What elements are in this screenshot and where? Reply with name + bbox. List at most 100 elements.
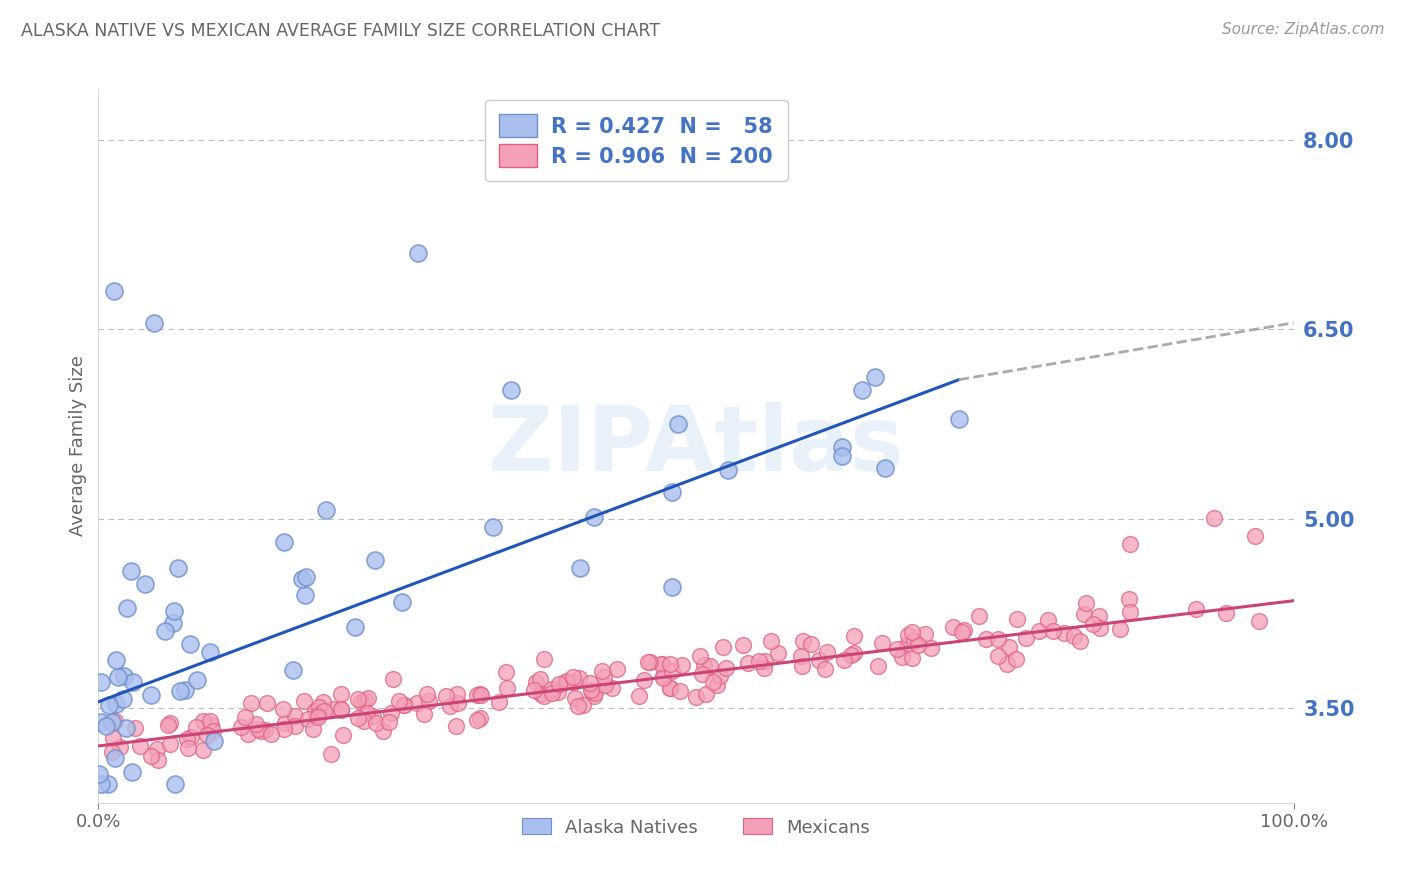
- Point: [842, 629, 865, 643]
- Point: [447, 696, 470, 710]
- Point: [495, 665, 517, 680]
- Point: [907, 638, 929, 652]
- Point: [291, 572, 314, 586]
- Point: [695, 687, 717, 701]
- Point: [800, 637, 823, 651]
- Point: [307, 707, 329, 722]
- Point: [1088, 621, 1111, 635]
- Point: [651, 671, 673, 685]
- Point: [294, 589, 316, 603]
- Point: [731, 639, 754, 653]
- Point: [669, 683, 692, 698]
- Point: [108, 740, 131, 755]
- Point: [120, 565, 142, 579]
- Point: [380, 706, 402, 720]
- Point: [948, 412, 970, 426]
- Point: [891, 649, 914, 664]
- Point: [792, 659, 814, 673]
- Point: [90, 777, 112, 791]
- Point: [1119, 537, 1142, 551]
- Point: [202, 724, 225, 739]
- Point: [661, 485, 683, 500]
- Point: [233, 710, 256, 724]
- Point: [568, 671, 591, 685]
- Point: [974, 632, 997, 647]
- Point: [94, 718, 117, 732]
- Point: [499, 384, 522, 398]
- Point: [162, 615, 184, 630]
- Point: [914, 627, 936, 641]
- Point: [711, 640, 734, 654]
- Point: [107, 670, 129, 684]
- Point: [413, 707, 436, 722]
- Point: [240, 696, 263, 710]
- Point: [416, 688, 439, 702]
- Point: [689, 648, 711, 663]
- Point: [533, 689, 555, 703]
- Point: [578, 676, 600, 690]
- Point: [198, 714, 221, 729]
- Point: [579, 683, 602, 698]
- Point: [139, 749, 162, 764]
- Point: [115, 601, 138, 615]
- Point: [690, 667, 713, 681]
- Point: [297, 712, 319, 726]
- Point: [350, 695, 373, 709]
- Point: [561, 670, 583, 684]
- Point: [561, 674, 583, 689]
- Point: [200, 645, 222, 659]
- Point: [169, 683, 191, 698]
- Point: [155, 624, 177, 639]
- Point: [343, 619, 366, 633]
- Point: [529, 672, 551, 686]
- Point: [1042, 624, 1064, 638]
- Point: [361, 709, 384, 723]
- Point: [547, 677, 569, 691]
- Point: [1036, 613, 1059, 627]
- Point: [304, 705, 326, 719]
- Point: [554, 675, 576, 690]
- Point: [273, 722, 295, 736]
- Point: [868, 658, 890, 673]
- Point: [671, 658, 693, 673]
- Point: [260, 727, 283, 741]
- Point: [524, 675, 547, 690]
- Point: [593, 678, 616, 692]
- Point: [308, 700, 330, 714]
- Point: [997, 640, 1019, 654]
- Point: [112, 668, 135, 682]
- Point: [583, 510, 606, 524]
- Point: [815, 645, 838, 659]
- Point: [284, 719, 307, 733]
- Point: [569, 561, 592, 575]
- Point: [332, 728, 354, 742]
- Point: [1074, 596, 1097, 610]
- Point: [245, 717, 267, 731]
- Point: [541, 686, 564, 700]
- Point: [831, 441, 853, 455]
- Point: [920, 640, 942, 655]
- Point: [142, 316, 165, 330]
- Point: [1185, 601, 1208, 615]
- Point: [967, 609, 990, 624]
- Point: [572, 698, 595, 712]
- Point: [900, 625, 922, 640]
- Point: [364, 716, 387, 731]
- Point: [900, 650, 922, 665]
- Point: [737, 656, 759, 670]
- Point: [832, 653, 855, 667]
- Point: [541, 681, 564, 696]
- Point: [394, 698, 416, 712]
- Point: [658, 681, 681, 696]
- Point: [792, 633, 814, 648]
- Point: [1069, 634, 1091, 648]
- Point: [231, 720, 253, 734]
- Point: [103, 285, 125, 299]
- Point: [122, 674, 145, 689]
- Point: [872, 636, 894, 650]
- Point: [97, 777, 120, 791]
- Point: [582, 689, 605, 703]
- Point: [247, 722, 270, 736]
- Point: [748, 654, 770, 668]
- Point: [145, 742, 167, 756]
